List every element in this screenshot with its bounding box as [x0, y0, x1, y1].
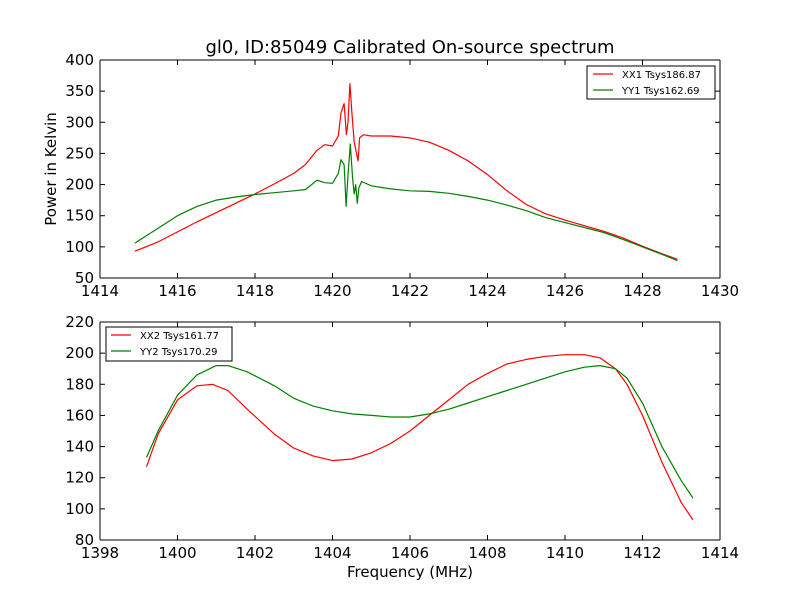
- bottom-series-group: [145, 354, 694, 521]
- top-y-tick-label: 350: [65, 82, 94, 100]
- bottom-y-tick-label: 140: [65, 438, 94, 456]
- top-series-group: [134, 83, 678, 262]
- top-ticks: 1414 1416 1418 1420 1422 1424 1426 1428 1430 50 10…: [65, 51, 739, 300]
- bottom-series-line-yy: [145, 365, 694, 499]
- top-legend: XX1 Tsys186.87 YY1 Tsys162.69: [586, 65, 716, 100]
- bottom-x-tick-label: 1414: [701, 544, 739, 562]
- bottom-legend-label-xx2: XX2 Tsys161.77: [140, 331, 219, 342]
- bottom-y-tick-label: 200: [65, 344, 94, 362]
- top-y-tick-label: 250: [65, 144, 94, 162]
- top-y-tick-label: 400: [65, 51, 94, 69]
- top-y-tick-label: 200: [65, 176, 94, 194]
- bottom-y-tick-label: 180: [65, 375, 94, 393]
- top-x-tick-label: 1424: [468, 282, 506, 300]
- top-x-tick-label: 1428: [623, 282, 661, 300]
- figure-title: gl0, ID:85049 Calibrated On-source spect…: [205, 37, 614, 58]
- top-x-tick-label: 1418: [236, 282, 274, 300]
- bottom-y-tick-label: 220: [65, 313, 94, 331]
- top-x-tick-label: 1422: [391, 282, 429, 300]
- top-y-tick-label: 300: [65, 113, 94, 131]
- top-legend-box: [586, 65, 716, 100]
- top-x-tick-label: 1414: [81, 282, 119, 300]
- bottom-x-tick-label: 1398: [81, 544, 119, 562]
- bottom-legend-box: [105, 326, 233, 362]
- bottom-legend: XX2 Tsys161.77 YY2 Tsys170.29: [105, 326, 233, 362]
- top-x-tick-label: 1416: [158, 282, 196, 300]
- bottom-y-tick-label: 160: [65, 406, 94, 424]
- bottom-series-line-xx: [145, 354, 694, 521]
- top-subplot: 1414 1416 1418 1420 1422 1424 1426 1428 1430 50 10…: [42, 51, 739, 300]
- top-y-tick-label: 150: [65, 207, 94, 225]
- bottom-x-tick-label: 1410: [546, 544, 584, 562]
- top-legend-label-yy1: YY1 Tsys162.69: [621, 86, 700, 97]
- bottom-subplot: 1398 1400 1402 1404 1406 1408 1410 1412 1414 80 10…: [65, 313, 739, 581]
- top-x-tick-label: 1420: [313, 282, 351, 300]
- bottom-x-tick-label: 1404: [313, 544, 351, 562]
- top-x-tick-label: 1426: [546, 282, 584, 300]
- top-x-tick-label: 1430: [701, 282, 739, 300]
- bottom-y-tick-label: 80: [75, 531, 94, 549]
- top-y-tick-label: 100: [65, 238, 94, 256]
- bottom-y-tick-label: 120: [65, 469, 94, 487]
- bottom-x-tick-label: 1412: [623, 544, 661, 562]
- bottom-x-tick-label: 1402: [236, 544, 274, 562]
- bottom-y-tick-label: 100: [65, 500, 94, 518]
- top-series-line-xx: [134, 83, 678, 260]
- top-y-axis-label: Power in Kelvin: [42, 112, 60, 226]
- bottom-ticks: 1398 1400 1402 1404 1406 1408 1410 1412 1414 80 10…: [65, 313, 739, 562]
- bottom-x-tick-label: 1408: [468, 544, 506, 562]
- bottom-x-axis-label: Frequency (MHz): [347, 563, 473, 581]
- bottom-legend-label-yy2: YY2 Tsys170.29: [139, 347, 218, 358]
- top-legend-label-xx1: XX1 Tsys186.87: [622, 70, 701, 81]
- bottom-x-tick-label: 1406: [391, 544, 429, 562]
- bottom-x-tick-label: 1400: [158, 544, 196, 562]
- top-y-tick-label: 50: [75, 269, 94, 287]
- top-series-line-yy: [134, 143, 678, 262]
